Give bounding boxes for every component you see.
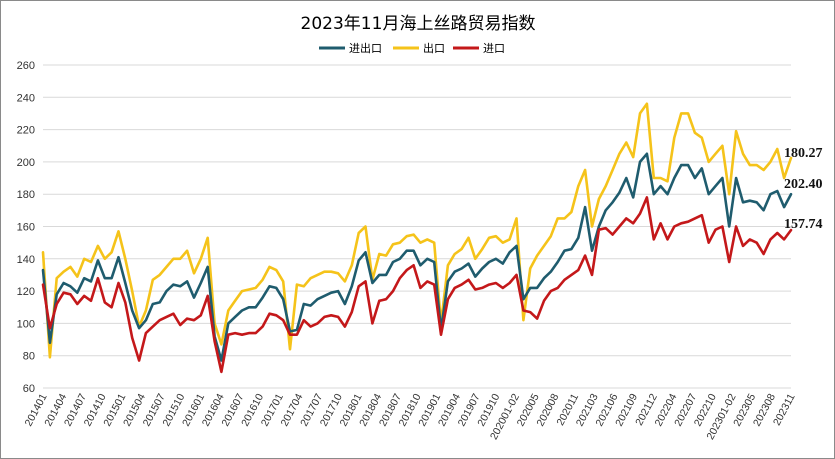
- legend: 进出口 出口 进口: [319, 41, 505, 55]
- y-axis-ticks: 60 80 100 120 140 160 180 200 220 240 260: [17, 60, 35, 395]
- y-tick-label: 180: [17, 189, 35, 201]
- y-tick-label: 200: [17, 157, 35, 169]
- x-axis-ticks: 2014012014042014072014102015012015042015…: [23, 392, 798, 442]
- series-line-1: [41, 102, 793, 359]
- end-value-label-1: 202.40: [784, 177, 823, 192]
- y-tick-label: 260: [17, 60, 35, 72]
- y-tick-label: 100: [17, 318, 35, 330]
- legend-label-0: 进出口: [349, 41, 382, 55]
- y-tick-label: 220: [17, 125, 35, 137]
- end-labels: 180.27 202.40 157.74: [784, 146, 823, 232]
- legend-label-2: 进口: [483, 42, 505, 55]
- series-line-2: [41, 196, 793, 374]
- y-gridlines: [43, 64, 791, 389]
- y-tick-label: 120: [17, 286, 35, 298]
- y-tick-label: 240: [17, 92, 35, 104]
- y-tick-label: 60: [23, 383, 35, 395]
- y-tick-label: 80: [23, 351, 35, 363]
- plot-area: [41, 102, 793, 374]
- y-tick-label: 160: [17, 222, 35, 234]
- series-line-0: [41, 152, 793, 362]
- y-tick-label: 140: [17, 254, 35, 266]
- end-value-label-0: 180.27: [784, 146, 823, 161]
- end-value-label-2: 157.74: [784, 217, 823, 232]
- legend-label-1: 出口: [423, 41, 445, 55]
- chart-title: 2023年11月海上丝路贸易指数: [301, 14, 536, 34]
